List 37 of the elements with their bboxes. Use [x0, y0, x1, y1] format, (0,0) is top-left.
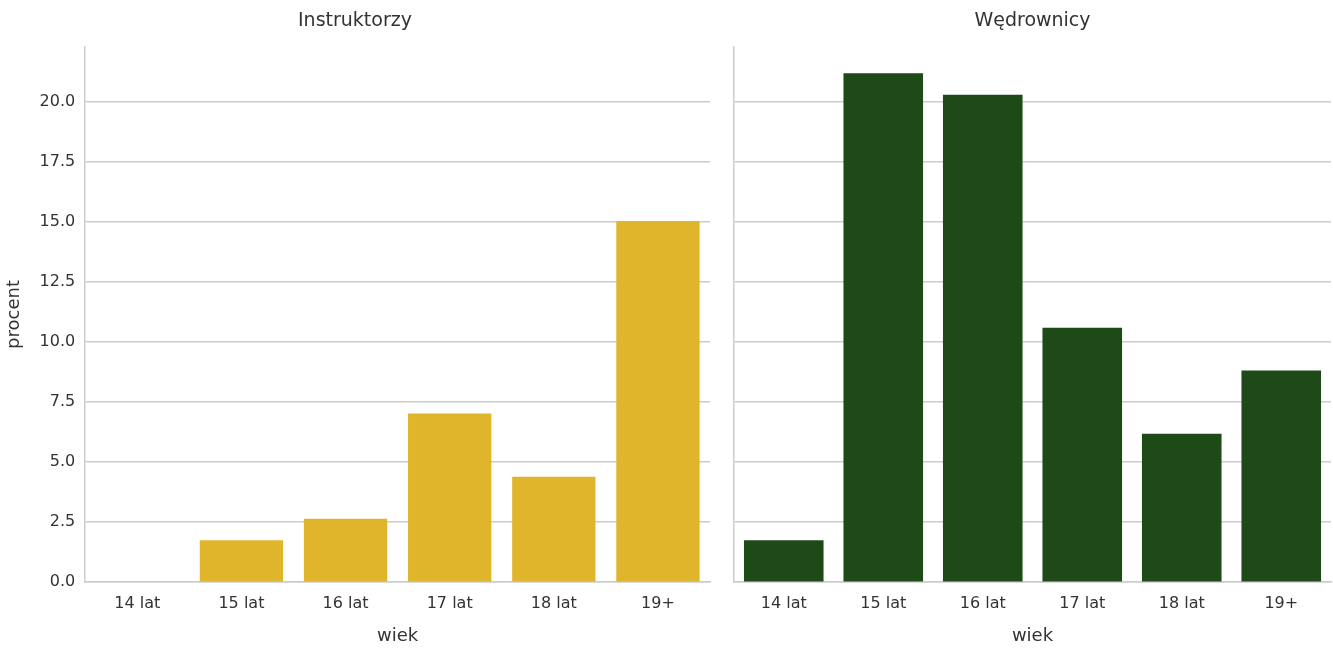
y-tick-label: 17.5	[39, 151, 76, 171]
y-axis-title: procent	[2, 280, 24, 349]
x-tick-label: 15 lat	[860, 592, 907, 612]
chart-title: Wędrownicy	[974, 8, 1091, 31]
bar	[512, 476, 596, 582]
x-tick-label: 19+	[1264, 592, 1299, 612]
x-tick-label: 17 lat	[426, 592, 473, 612]
y-tick-label: 7.5	[49, 391, 76, 411]
bar	[408, 413, 492, 582]
bar	[1241, 370, 1322, 582]
y-tick-label: 15.0	[39, 211, 76, 231]
y-tick-label: 10.0	[39, 331, 76, 351]
bar	[303, 518, 388, 582]
x-tick-label: 15 lat	[218, 592, 265, 612]
y-tick-label: 0.0	[49, 571, 76, 591]
x-axis-title: wiek	[1011, 623, 1054, 645]
y-tick-label: 2.5	[49, 511, 76, 531]
bar	[743, 540, 824, 582]
y-tick-label: 5.0	[49, 451, 76, 471]
x-tick-label: 16 lat	[322, 592, 369, 612]
x-tick-label: 14 lat	[114, 592, 161, 612]
x-tick-label: 14 lat	[760, 592, 807, 612]
x-axis-title: wiek	[377, 623, 419, 645]
bar	[942, 94, 1023, 582]
bar	[1141, 433, 1222, 582]
chart-title: Instruktorzy	[298, 8, 412, 31]
bar	[1042, 327, 1123, 582]
x-tick-label: 17 lat	[1059, 592, 1106, 612]
bar	[843, 73, 924, 582]
x-tick-label: 18 lat	[1158, 592, 1205, 612]
bar	[199, 540, 284, 582]
x-tick-label: 18 lat	[530, 592, 577, 612]
x-tick-label: 19+	[641, 592, 675, 612]
bar	[616, 221, 700, 582]
y-tick-label: 12.5	[39, 271, 76, 291]
x-tick-label: 16 lat	[959, 592, 1006, 612]
y-tick-label: 20.0	[39, 91, 76, 111]
